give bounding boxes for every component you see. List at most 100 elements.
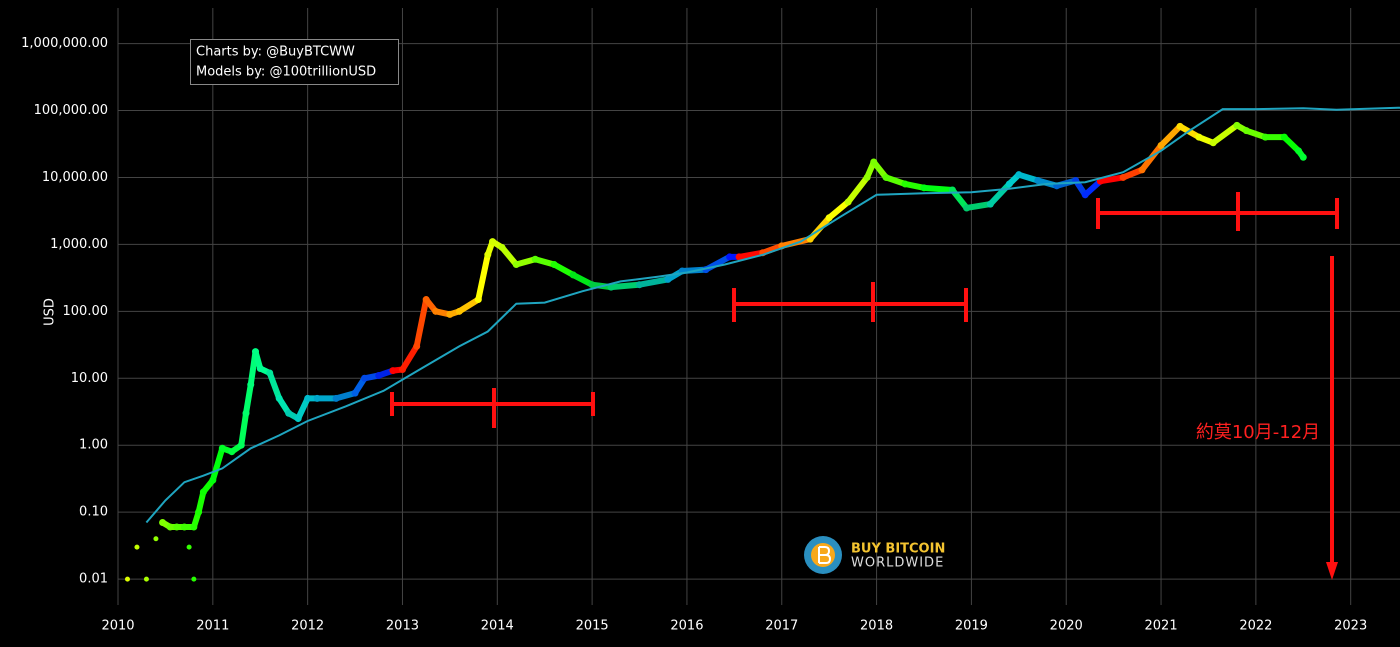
price-point (569, 271, 577, 279)
price-point (242, 409, 250, 417)
price-segment (807, 214, 833, 243)
price-segment (987, 180, 1013, 208)
arrow-head (1326, 562, 1338, 580)
price-point (256, 364, 264, 372)
annotation: 約莫10月-12月 (1196, 422, 1320, 443)
price-segment (475, 251, 491, 303)
x-tick-label: 2023 (1334, 619, 1367, 634)
price-point (986, 200, 994, 208)
range-bar (390, 388, 595, 428)
price-point (351, 389, 359, 397)
price-point (195, 508, 203, 516)
price-point (190, 523, 198, 531)
plot (124, 106, 1400, 582)
price-point (218, 444, 226, 452)
x-tick-label: 2015 (576, 619, 609, 634)
logo (818, 546, 832, 564)
price-point (1195, 133, 1203, 141)
price-segment (238, 410, 250, 449)
x-tick-label: 2010 (101, 619, 134, 634)
price-point (159, 519, 167, 527)
credits-line: Models by: @100trillionUSD (196, 65, 376, 80)
price-point (474, 296, 482, 304)
price-point (1261, 133, 1269, 141)
x-tick-label: 2014 (481, 619, 514, 634)
price-segment (1210, 122, 1240, 146)
x-tick-label: 2020 (1050, 619, 1083, 634)
y-tick-label: 0.01 (79, 572, 108, 587)
y-tick-label: 1,000.00 (50, 237, 108, 252)
price-point (484, 251, 492, 259)
price-point (1081, 191, 1089, 199)
x-tick-label: 2013 (386, 619, 419, 634)
price-point (398, 366, 406, 374)
price-point (389, 367, 397, 375)
price-point (455, 307, 463, 315)
price-point (275, 394, 283, 402)
price-point (607, 283, 615, 291)
price-point (186, 544, 192, 550)
price-point (375, 371, 383, 379)
price-point (304, 394, 312, 402)
price-point (550, 261, 558, 269)
price-point (870, 158, 878, 166)
x-tick-label: 2012 (291, 619, 324, 634)
price-point (901, 180, 909, 188)
price-point (825, 214, 833, 222)
price-point (1299, 153, 1307, 161)
y-tick-label: 100.00 (63, 304, 109, 319)
price-point (134, 544, 140, 550)
price-point (1034, 177, 1042, 185)
price-point (124, 576, 130, 582)
price-point (1138, 166, 1146, 174)
price-segment (1097, 174, 1127, 185)
x-tick-label: 2016 (670, 619, 703, 634)
price-segment (266, 369, 283, 402)
price-segment (243, 381, 254, 417)
range-bar (732, 282, 968, 322)
price-segment (499, 244, 520, 268)
x-tick-label: 2019 (955, 619, 988, 634)
y-tick-label: 0.10 (79, 505, 108, 520)
price-point (143, 576, 149, 582)
price-segment (845, 174, 871, 205)
price-point (512, 261, 520, 269)
y-tick-label: 1.00 (79, 438, 108, 453)
price-segment (736, 249, 766, 260)
price-point (1242, 127, 1250, 135)
price-point (432, 307, 440, 315)
price-point (173, 523, 181, 531)
price-segment (920, 184, 956, 193)
price-point (153, 536, 159, 542)
price-point (166, 523, 174, 531)
price-point (489, 238, 497, 246)
price-segment (608, 281, 643, 291)
price-point (963, 204, 971, 212)
price-segment (551, 261, 577, 278)
price-point (920, 184, 928, 192)
price-point (726, 253, 734, 261)
price-point (361, 374, 369, 382)
credits-line: Charts by: @BuyBTCWW (196, 45, 355, 60)
y-tick-label: 100,000.00 (34, 103, 108, 118)
y-tick-label: 10,000.00 (42, 170, 108, 185)
price-point (1280, 133, 1288, 141)
price-segment (413, 296, 430, 350)
credits-box (190, 39, 399, 85)
model-line (145, 106, 1400, 524)
price-point (1015, 171, 1023, 179)
price-point (498, 243, 506, 251)
price-point (266, 369, 274, 377)
price-point (882, 173, 890, 181)
grid: 2010 2011 2012 2013 2014 2015 2016 2017 2018 2019… (21, 8, 1400, 634)
price-point (664, 275, 672, 283)
price-point (209, 476, 217, 484)
price-segment (209, 445, 226, 484)
x-tick-label: 2018 (860, 619, 893, 634)
price-point (1005, 180, 1013, 188)
price-point (588, 281, 596, 289)
price-segment (963, 201, 994, 211)
price-point (735, 253, 743, 261)
